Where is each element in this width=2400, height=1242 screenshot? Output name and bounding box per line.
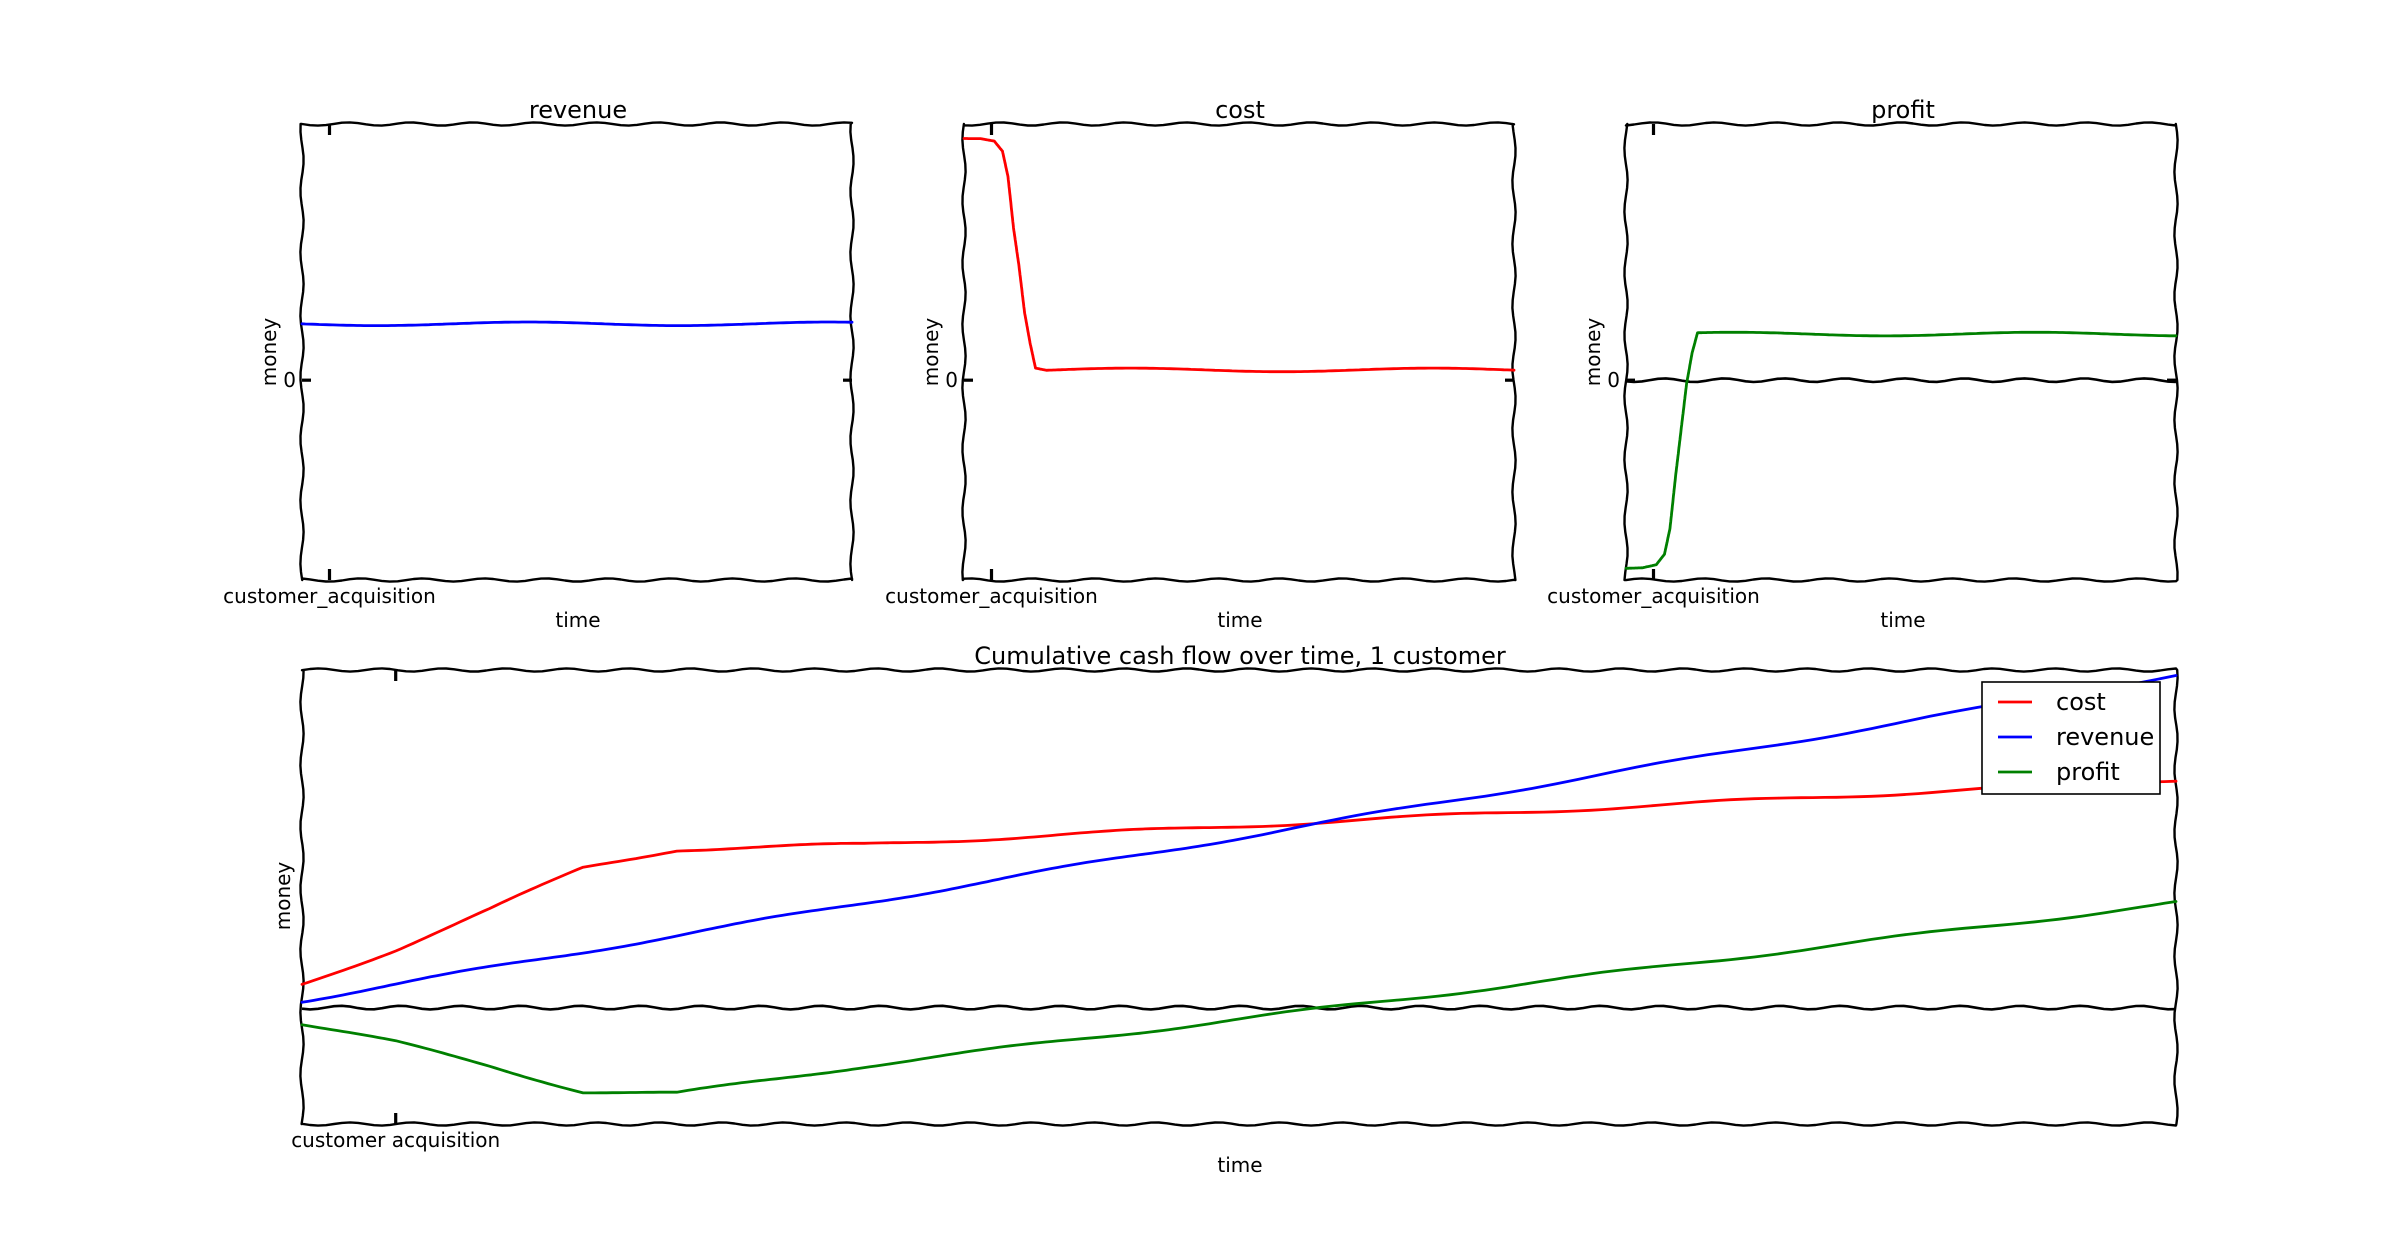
plot-frame	[299, 667, 2179, 1127]
plot-frame	[299, 121, 855, 583]
legend-label-cost: cost	[2056, 688, 2106, 716]
ticks-layer: 0 customer_acquisition	[223, 124, 852, 608]
x-tick-label: customer acquisition	[291, 1128, 500, 1152]
y-tick-label: 0	[945, 368, 958, 392]
legend-label-profit: profit	[2056, 758, 2120, 786]
subplot-title: revenue	[529, 96, 627, 124]
series-line-profit	[300, 900, 2178, 1095]
x-axis-label: time	[1217, 1153, 1262, 1177]
ticks-layer: 0 customer_acquisition	[1547, 124, 2176, 608]
series-layer	[1624, 330, 2178, 570]
series-line-profit	[1624, 330, 2178, 570]
y-axis-label: money	[271, 862, 295, 931]
series-line-cost	[300, 779, 2178, 986]
plot-frame	[961, 121, 1517, 583]
y-tick-label: 0	[1607, 368, 1620, 392]
zero-line-layer	[1625, 377, 2177, 384]
plot-frame	[1623, 121, 2179, 583]
subplot-cumulative: Cumulative cash flow over time, 1 custom…	[271, 642, 2179, 1177]
legend-label-revenue: revenue	[2056, 723, 2154, 751]
x-tick-label: customer_acquisition	[223, 584, 436, 608]
ticks-layer: 0 customer_acquisition	[885, 124, 1514, 608]
subplot-revenue: revenue 0 customer_acquisition time money	[223, 96, 855, 632]
x-tick-label: customer_acquisition	[885, 584, 1098, 608]
series-line-cost	[962, 137, 1516, 374]
subplot-profit: profit 0 customer_acquisition time money	[1547, 96, 2179, 632]
subplot-title: profit	[1871, 96, 1935, 124]
series-line-revenue	[300, 674, 2178, 1004]
y-tick-label: 0	[283, 368, 296, 392]
zero-baseline	[301, 1004, 2177, 1011]
zero-line-layer	[301, 1004, 2177, 1011]
series-line-revenue	[300, 320, 854, 327]
subplot-cost: cost 0 customer_acquisition time money	[885, 96, 1517, 632]
subplot-title: cost	[1215, 96, 1265, 124]
x-axis-label: time	[1880, 608, 1925, 632]
x-axis-label: time	[1217, 608, 1262, 632]
y-axis-label: money	[919, 318, 943, 387]
subplot-title: Cumulative cash flow over time, 1 custom…	[974, 642, 1506, 670]
series-layer	[962, 137, 1516, 374]
x-tick-label: customer_acquisition	[1547, 584, 1760, 608]
ticks-layer: customer acquisition	[291, 670, 500, 1152]
legend: cost revenue profit	[1981, 681, 2161, 795]
series-layer	[300, 674, 2178, 1095]
y-axis-label: money	[1581, 318, 1605, 387]
x-axis-label: time	[555, 608, 600, 632]
zero-baseline	[1625, 377, 2177, 384]
y-axis-label: money	[257, 318, 281, 387]
series-layer	[300, 320, 854, 327]
